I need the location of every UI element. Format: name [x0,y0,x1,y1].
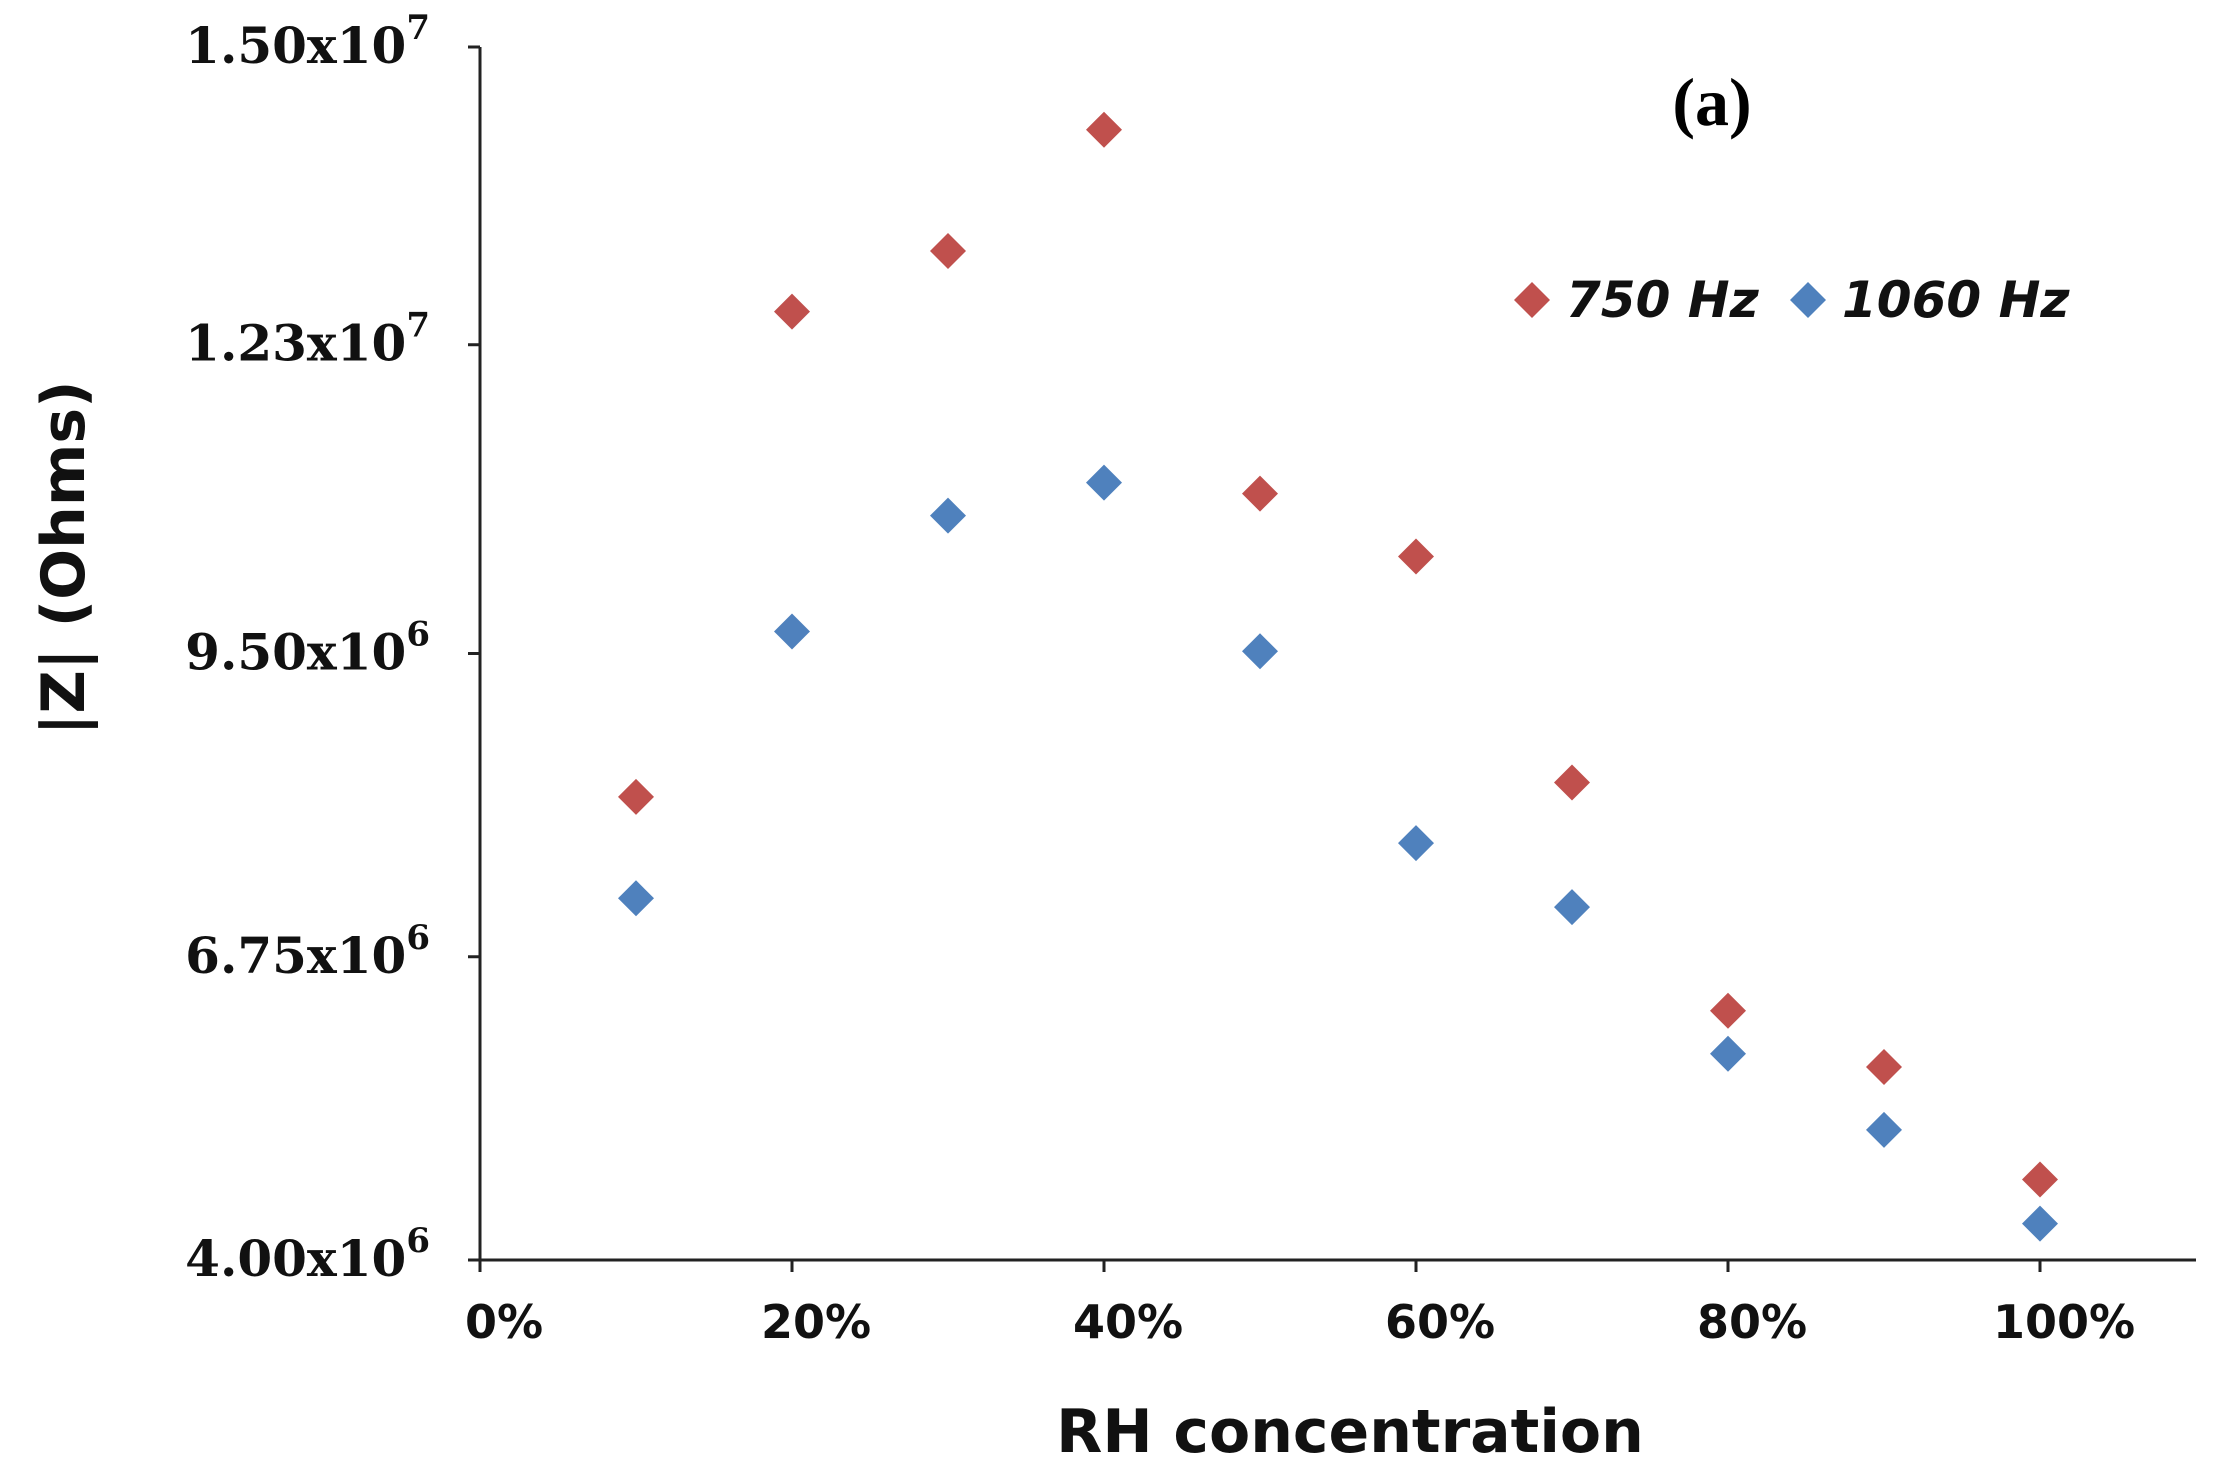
x-tick-label: 40% [1073,1295,1183,1349]
panel-label: (a) [1672,64,1751,140]
point-750-hz [930,233,966,270]
point-1060-hz [618,880,654,917]
y-tick-mantissa: 4.00x10 [185,1229,406,1288]
point-1060-hz [1086,464,1122,501]
x-tick-label: 80% [1697,1295,1807,1349]
y-tick-mantissa: 1.50x10 [185,16,406,75]
y-tick-exponent: 7 [406,8,430,48]
x-axis-ticks: 0% 20% 40% 60% 80% 100% [465,1260,2135,1349]
legend-label-1060-hz: 1060 Hz [1842,271,2070,329]
y-tick-label: 1.50x107 [185,8,430,75]
y-axis-title: |Z| (Ohms) [29,380,99,735]
point-750-hz [1398,538,1434,575]
legend-marker-1060-hz [1790,282,1826,318]
y-tick-label: 1.23x107 [185,306,430,373]
y-tick-exponent: 6 [406,615,430,655]
point-1060-hz [1242,633,1278,670]
point-750-hz [618,778,654,815]
y-tick-label: 4.00x106 [185,1221,430,1288]
legend-label-750-hz: 750 Hz [1566,271,1760,329]
y-tick-mantissa: 1.23x10 [185,314,406,373]
x-tick-label: 0% [465,1295,543,1349]
point-750-hz [1554,764,1590,801]
y-tick-exponent: 6 [406,1221,430,1261]
point-750-hz [1086,111,1122,148]
point-1060-hz [1554,889,1590,926]
x-axis-title: RH concentration [1056,1397,1644,1467]
data-points [618,111,2058,1242]
point-750-hz [774,293,810,330]
y-tick-exponent: 6 [406,918,430,958]
point-750-hz [1710,992,1746,1029]
point-1060-hz [2022,1205,2058,1242]
point-1060-hz [1398,825,1434,862]
y-tick-label: 9.50x106 [185,615,430,682]
point-1060-hz [1710,1035,1746,1072]
legend-marker-750-hz [1514,282,1550,318]
legend: 750 Hz 1060 Hz [1514,271,2070,329]
y-tick-mantissa: 6.75x10 [185,926,406,985]
point-1060-hz [930,497,966,534]
x-tick-label: 60% [1385,1295,1495,1349]
y-tick-exponent: 7 [406,306,430,346]
point-750-hz [2022,1161,2058,1198]
x-tick-label: 20% [761,1295,871,1349]
point-750-hz [1242,475,1278,512]
y-tick-mantissa: 9.50x10 [185,623,406,682]
x-tick-label: 100% [1993,1295,2135,1349]
point-1060-hz [774,613,810,650]
y-tick-label: 6.75x106 [185,918,430,985]
point-1060-hz [1866,1111,1902,1148]
point-750-hz [1866,1049,1902,1086]
